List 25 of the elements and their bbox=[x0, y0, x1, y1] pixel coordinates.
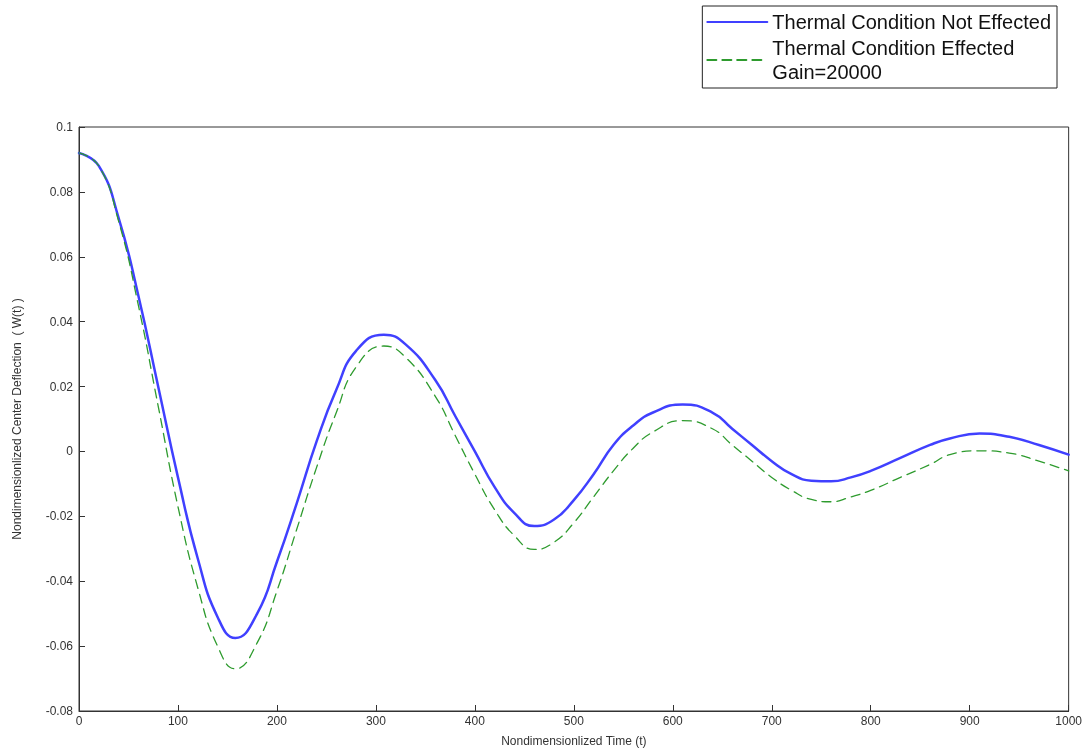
y-tick-label: -0.06 bbox=[45, 639, 74, 654]
y-tick-label: 0.08 bbox=[49, 184, 74, 199]
y-tick-label: 0.1 bbox=[56, 120, 74, 134]
x-tick-label: 300 bbox=[365, 714, 387, 728]
y-tick-label: 0.06 bbox=[49, 249, 74, 264]
x-tick-label: 800 bbox=[860, 714, 882, 728]
legend-label: Thermal Condition Not Effected bbox=[772, 11, 1052, 33]
y-tick-label: 0.02 bbox=[49, 379, 74, 394]
x-tick-label: 600 bbox=[662, 714, 684, 728]
x-tick-label: 700 bbox=[761, 714, 783, 728]
x-tick-label: 0 bbox=[75, 714, 83, 728]
x-tick-label: 500 bbox=[563, 714, 585, 728]
x-tick-label: 100 bbox=[167, 714, 189, 728]
x-tick-label: 900 bbox=[959, 714, 981, 728]
y-tick-label: -0.02 bbox=[45, 509, 74, 524]
y-axis-title: Nondimensionlized Center Deflection ( W(t) ) bbox=[10, 298, 24, 540]
x-axis-title: Nondimensionlized Time (t) bbox=[501, 734, 647, 748]
y-tick-label: -0.04 bbox=[45, 574, 74, 589]
y-tick-label: -0.08 bbox=[45, 704, 74, 718]
x-tick-label: 200 bbox=[266, 714, 288, 728]
y-tick-label: 0 bbox=[66, 444, 74, 459]
y-tick-label: 0.04 bbox=[49, 314, 74, 329]
x-tick-label: 1000 bbox=[1055, 714, 1083, 728]
x-tick-label: 400 bbox=[464, 714, 486, 728]
legend-label: Thermal Condition Effected Gain=20000 bbox=[772, 37, 1015, 83]
